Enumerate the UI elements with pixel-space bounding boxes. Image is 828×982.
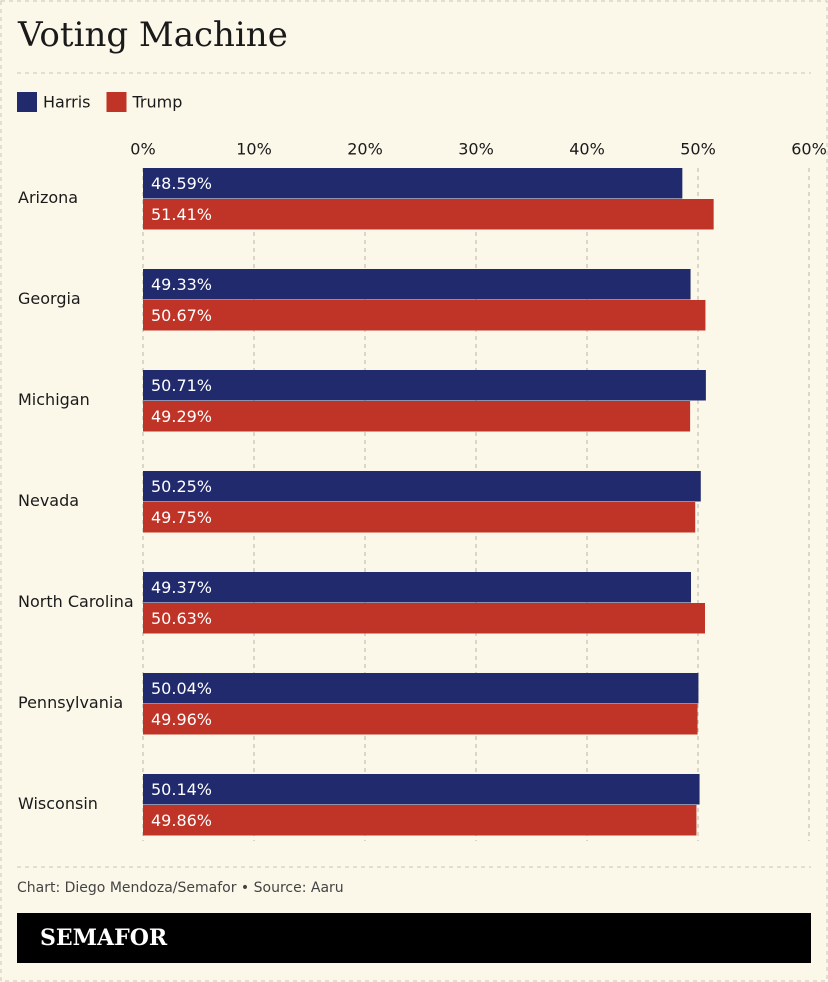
value-label: 50.04% (151, 679, 212, 698)
bar (143, 774, 700, 805)
value-label: 51.41% (151, 205, 212, 224)
bar (143, 572, 692, 603)
value-label: 49.33% (151, 275, 212, 294)
x-tick-label: 10% (236, 140, 272, 159)
legend-label: Harris (43, 93, 91, 112)
value-label: 49.86% (151, 811, 212, 830)
brand-bar (17, 913, 811, 963)
x-tick-label: 30% (458, 140, 494, 159)
source: Chart: Diego Mendoza/Semafor • Source: A… (17, 880, 344, 896)
bar (143, 269, 691, 300)
y-tick-label: North Carolina (18, 592, 134, 611)
value-label: 49.37% (151, 578, 212, 597)
chart-title: Voting Machine (17, 15, 288, 55)
bar (143, 300, 706, 331)
legend-swatch (17, 92, 37, 112)
y-tick-label: Michigan (18, 390, 90, 409)
value-label: 50.63% (151, 609, 212, 628)
bar (143, 673, 699, 704)
value-label: 50.14% (151, 780, 212, 799)
y-tick-label: Georgia (18, 289, 81, 308)
bar (143, 471, 701, 502)
value-label: 50.25% (151, 477, 212, 496)
bar (143, 704, 698, 735)
x-tick-label: 40% (569, 140, 605, 159)
bar (143, 603, 705, 634)
legend-swatch (106, 92, 127, 112)
value-label: 50.67% (151, 306, 212, 325)
y-tick-label: Nevada (18, 491, 79, 510)
y-tick-label: Pennsylvania (18, 693, 123, 712)
bar (143, 168, 683, 199)
x-tick-label: 20% (347, 140, 383, 159)
legend-label: Trump (132, 93, 183, 112)
value-label: 49.29% (151, 407, 212, 426)
bar (143, 805, 697, 836)
x-tick-label: 60% (791, 140, 827, 159)
value-label: 48.59% (151, 174, 212, 193)
x-tick-label: 0% (130, 140, 155, 159)
bar (143, 502, 696, 533)
brand: SEMAFOR (40, 925, 168, 951)
bar (143, 370, 706, 401)
bar (143, 199, 714, 230)
value-label: 49.96% (151, 710, 212, 729)
bar (143, 401, 691, 432)
value-label: 50.71% (151, 376, 212, 395)
y-tick-label: Arizona (18, 188, 78, 207)
x-tick-label: 50% (680, 140, 716, 159)
y-tick-label: Wisconsin (18, 794, 98, 813)
value-label: 49.75% (151, 508, 212, 527)
